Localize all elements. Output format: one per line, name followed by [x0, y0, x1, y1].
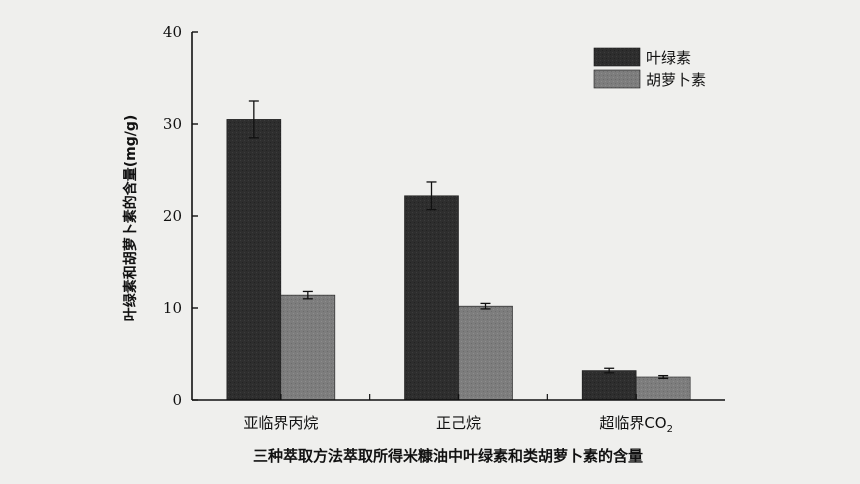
legend-swatch-chlorophyll: [593, 47, 641, 67]
legend-label: 叶绿素: [646, 49, 691, 67]
y-tick-label: 40: [163, 23, 182, 41]
x-ticks: 亚临界丙烷 正己烷 超临界CO2: [243, 394, 673, 435]
bar-chlorophyll: [226, 119, 282, 401]
x-category-label: 正己烷: [436, 414, 481, 432]
y-tick-label: 0: [172, 391, 182, 409]
bars-layer: [226, 119, 691, 401]
x-category-label: 亚临界丙烷: [243, 414, 318, 432]
bar-carotene: [458, 305, 513, 401]
legend-label: 胡萝卜素: [646, 71, 706, 89]
x-category-label: 超临界CO2: [599, 414, 673, 435]
error-bars-layer: [248, 100, 669, 380]
y-tick-label: 10: [163, 299, 182, 317]
y-tick-label: 30: [163, 115, 182, 133]
bar-carotene: [635, 376, 691, 401]
y-tick-label: 20: [163, 207, 182, 225]
legend-swatch-carotene: [593, 69, 641, 89]
bar-carotene: [280, 294, 336, 401]
chart-title: 三种萃取方法萃取所得米糠油中叶绿素和类胡萝卜素的含量: [253, 447, 643, 465]
bar-chlorophyll: [404, 195, 459, 401]
y-ticks: 0 10 20 30 40: [163, 23, 198, 409]
bar-chlorophyll: [581, 370, 637, 401]
y-axis-label: 叶绿素和胡萝卜素的含量(mg/g): [122, 115, 139, 322]
